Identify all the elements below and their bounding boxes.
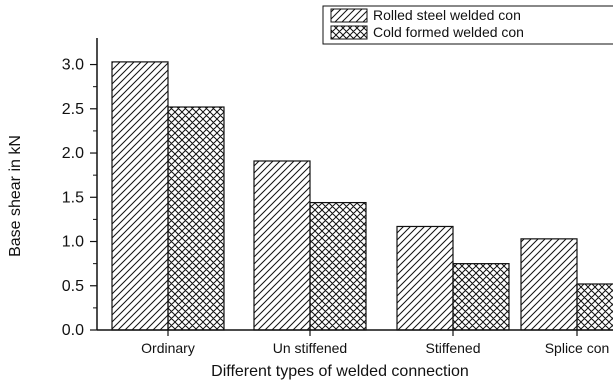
bar-un-stiffened-series-2 bbox=[309, 201, 367, 331]
y-tick-label: 2.0 bbox=[62, 145, 84, 162]
bar-stiffened-series-2 bbox=[452, 263, 510, 331]
legend-label: Cold formed welded con bbox=[373, 24, 524, 40]
y-tick-label: 3.0 bbox=[62, 57, 84, 74]
legend-label: Rolled steel welded con bbox=[373, 7, 521, 23]
y-tick-label: 1.5 bbox=[62, 189, 84, 206]
bar-stiffened-series-1 bbox=[396, 225, 454, 331]
legend-swatch bbox=[330, 25, 368, 40]
bar-ordinary-series-1 bbox=[111, 61, 169, 331]
x-category-label: Splice con bbox=[545, 340, 610, 356]
bar-splice-con-series-2 bbox=[576, 283, 613, 331]
bar-ordinary-series-2 bbox=[167, 106, 225, 331]
x-axis-title: Different types of welded connection bbox=[211, 363, 469, 380]
x-category-label: Un stiffened bbox=[273, 340, 347, 356]
y-tick-label: 0.0 bbox=[62, 322, 84, 339]
x-category-label: Ordinary bbox=[141, 340, 195, 356]
y-tick-label: 2.5 bbox=[62, 101, 84, 118]
bar-un-stiffened-series-1 bbox=[253, 160, 311, 331]
legend-swatch bbox=[330, 8, 368, 23]
bar-splice-con-series-1 bbox=[520, 238, 578, 331]
x-category-label: Stiffened bbox=[425, 340, 480, 356]
y-tick-label: 1.0 bbox=[62, 234, 84, 251]
x-ticks-group: Ordinary Un stiffened Stiffened Splice con bbox=[141, 330, 609, 356]
y-tick-label: 0.5 bbox=[62, 278, 84, 295]
bars-group bbox=[111, 61, 613, 331]
y-ticks-group: 0.0 0.5 1.0 1.5 2.0 2.5 3.0 bbox=[62, 57, 97, 339]
legend-box bbox=[322, 5, 613, 45]
y-axis-title: Base shear in kN bbox=[7, 135, 24, 257]
